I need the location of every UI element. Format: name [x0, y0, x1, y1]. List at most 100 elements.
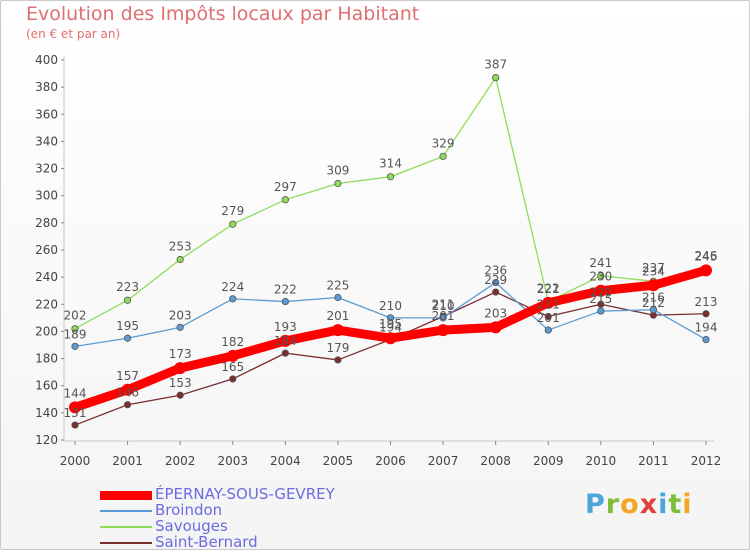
data-point	[71, 342, 79, 350]
data-point	[176, 391, 184, 399]
x-tick-label: 2009	[533, 454, 564, 468]
data-label: 211	[432, 298, 455, 312]
data-point	[386, 173, 395, 181]
y-tick-label: 280	[35, 216, 58, 230]
data-point	[123, 334, 132, 342]
data-point	[226, 349, 239, 362]
data-label: 216	[642, 291, 665, 305]
data-point	[542, 296, 555, 309]
y-tick-label: 200	[35, 324, 58, 338]
data-point	[702, 335, 710, 344]
data-point	[597, 272, 605, 280]
legend-swatch	[100, 526, 152, 528]
data-point	[439, 152, 447, 160]
data-point	[174, 362, 187, 375]
data-point	[492, 288, 500, 296]
data-label: 224	[221, 280, 244, 294]
data-label: 212	[642, 296, 665, 310]
proxiti-logo: Proxiti	[585, 489, 693, 520]
data-label: 210	[379, 299, 402, 313]
data-label: 195	[116, 319, 139, 333]
y-tick-label: 120	[35, 433, 58, 447]
data-label: 215	[589, 292, 612, 306]
data-label: 157	[116, 369, 139, 383]
legend-label: ÉPERNAY-SOUS-GEVREY	[155, 485, 335, 503]
legend-label: Saint-Bernard	[155, 533, 258, 551]
data-point	[176, 323, 184, 331]
x-tick-label: 2000	[60, 454, 91, 468]
data-label: 241	[589, 256, 612, 270]
data-point	[71, 421, 79, 429]
y-tick-label: 300	[35, 189, 58, 203]
chart-subtitle: (en € et par an)	[26, 27, 121, 41]
logo-letter: x	[639, 489, 659, 520]
data-label: 195	[379, 317, 402, 331]
data-label: 237	[642, 261, 665, 275]
data-label: 253	[169, 240, 192, 254]
data-label: 246	[695, 249, 718, 263]
data-label: 201	[432, 309, 455, 323]
data-label: 201	[326, 309, 349, 323]
data-label: 309	[326, 164, 349, 178]
data-label: 329	[432, 136, 455, 150]
logo-letter: i	[658, 489, 669, 520]
data-label: 131	[64, 406, 87, 420]
data-label: 184	[274, 334, 297, 348]
data-label: 146	[116, 386, 139, 400]
y-tick-label: 240	[35, 270, 58, 284]
data-point	[229, 375, 237, 383]
y-tick-label: 180	[35, 352, 58, 366]
data-point	[386, 314, 395, 322]
data-label: 230	[589, 270, 612, 284]
y-tick-label: 400	[35, 53, 58, 67]
x-tick-label: 2012	[691, 454, 722, 468]
data-label: 173	[169, 347, 192, 361]
data-point	[700, 264, 712, 277]
data-label: 223	[116, 280, 139, 294]
y-tick-label: 360	[35, 107, 58, 121]
logo-letter: i	[682, 489, 693, 520]
logo-letter: t	[668, 489, 683, 520]
data-point	[176, 255, 184, 264]
x-tick-label: 2008	[480, 454, 511, 468]
legend-item: ÉPERNAY-SOUS-GEVREY	[0, 485, 400, 504]
data-label: 387	[484, 58, 507, 72]
x-tick-label: 2004	[270, 454, 301, 468]
data-point	[597, 307, 605, 315]
data-point	[544, 326, 552, 334]
data-label: 220	[589, 285, 612, 299]
x-tick-label: 2001	[112, 454, 143, 468]
data-point	[229, 220, 237, 228]
data-point	[334, 293, 342, 302]
legend-item: Savouges	[0, 517, 400, 536]
x-tick-label: 2002	[165, 454, 196, 468]
legend-item: Broindon	[0, 501, 400, 520]
data-point	[281, 196, 289, 204]
data-point	[489, 321, 502, 334]
data-point	[384, 332, 397, 345]
logo-letter: r	[605, 489, 621, 520]
data-point	[69, 401, 81, 414]
y-tick-label: 340	[35, 134, 58, 148]
data-point	[439, 314, 447, 322]
data-point	[71, 325, 79, 333]
legend-label: Savouges	[155, 517, 228, 535]
data-label: 236	[484, 264, 507, 278]
data-point	[702, 310, 710, 318]
data-label: 229	[484, 273, 507, 287]
data-label: 210	[432, 299, 455, 313]
x-tick-label: 2011	[638, 454, 669, 468]
legend-swatch	[100, 510, 152, 512]
data-label: 225	[326, 279, 349, 293]
data-point	[331, 324, 344, 337]
data-point	[492, 74, 500, 82]
chart-title: Evolution des Impôts locaux par Habitant	[26, 3, 420, 25]
data-point	[123, 401, 132, 409]
data-point	[123, 296, 132, 304]
data-label: 189	[64, 327, 87, 341]
data-label: 144	[64, 386, 87, 400]
y-tick-label: 140	[35, 406, 58, 420]
data-point	[281, 349, 289, 357]
